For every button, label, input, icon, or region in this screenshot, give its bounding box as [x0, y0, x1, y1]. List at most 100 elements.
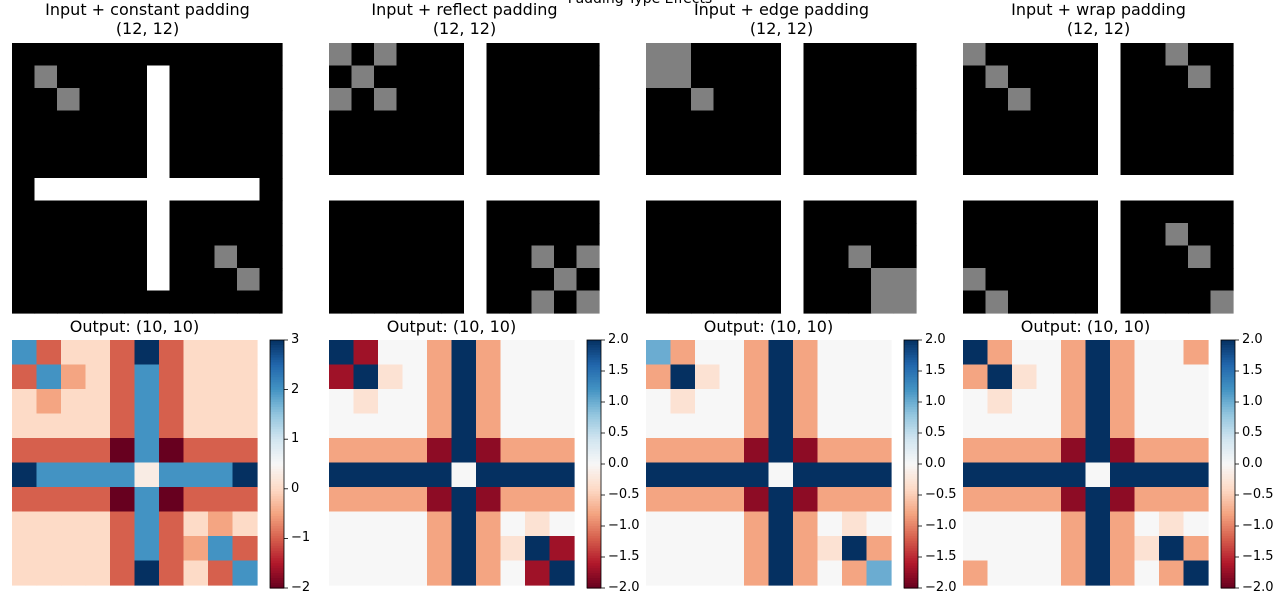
heatmap-cell: [817, 511, 843, 537]
colorbar-segment: [1221, 568, 1235, 572]
colorbar-segment: [587, 367, 601, 371]
colorbar-tick-label: 2: [291, 381, 300, 397]
colorbar-segment: [587, 466, 601, 470]
heatmap-cell: [963, 536, 989, 562]
heatmap-cell: [670, 340, 696, 366]
heatmap-cell: [36, 536, 62, 562]
heatmap-cell: [351, 110, 375, 134]
colorbar-tick-label: −2.0: [1242, 580, 1274, 595]
colorbar-segment: [587, 553, 601, 557]
heatmap-cell: [1030, 88, 1054, 112]
heatmap-cell: [214, 43, 238, 67]
heatmap-cell: [646, 536, 672, 562]
colorbar-segment: [587, 580, 601, 584]
colorbar-segment: [270, 486, 284, 490]
heatmap-cell: [12, 487, 38, 513]
heatmap-cell: [1075, 43, 1099, 67]
heatmap-cell: [85, 340, 111, 366]
colorbar-tick-label: 2.0: [925, 332, 946, 347]
colorbar-segment: [1221, 414, 1235, 418]
colorbar-segment: [587, 344, 601, 349]
heatmap-cell: [85, 389, 111, 415]
heatmap-cell: [192, 223, 216, 247]
heatmap-cell: [147, 110, 171, 134]
colorbar-segment: [904, 431, 918, 435]
heatmap-cell: [713, 65, 737, 89]
heatmap-cell: [987, 462, 1013, 488]
colorbar-segment: [1221, 372, 1235, 376]
heatmap-cell: [1134, 511, 1160, 537]
heatmap-cell: [893, 200, 917, 224]
colorbar-segment: [904, 530, 918, 535]
heatmap-cell: [871, 65, 895, 89]
colorbar-segment: [587, 387, 601, 391]
heatmap-cell: [427, 511, 453, 537]
heatmap-cell: [476, 413, 502, 439]
heatmap-cell: [237, 245, 261, 269]
heatmap-cell: [668, 65, 692, 89]
heatmap-cell: [695, 389, 721, 415]
heatmap-cell: [169, 223, 193, 247]
colorbar-segment: [1221, 342, 1235, 346]
colorbar-segment: [587, 349, 601, 353]
colorbar-segment: [587, 372, 601, 376]
colorbar-segment: [270, 563, 284, 567]
colorbar-segment: [904, 488, 918, 492]
colorbar-tick-label: 3: [291, 332, 300, 347]
colorbar-segment: [270, 429, 284, 433]
colorbar-segment: [270, 434, 284, 438]
heatmap-cell: [1159, 438, 1185, 464]
heatmap-cell: [744, 462, 770, 488]
heatmap-cell: [134, 462, 160, 488]
heatmap-cell: [169, 245, 193, 269]
colorbar-segment: [904, 374, 918, 378]
colorbar-segment: [270, 488, 284, 492]
colorbar-segment: [904, 580, 918, 584]
heatmap-cell: [646, 65, 670, 89]
heatmap-cell: [695, 413, 721, 439]
heatmap-cell: [102, 110, 126, 134]
colorbar-segment: [1221, 434, 1235, 438]
heatmap-cell: [192, 65, 216, 89]
heatmap-cell: [329, 389, 355, 415]
heatmap-cell: [963, 43, 987, 67]
heatmap-cell: [147, 155, 171, 179]
heatmap-cell: [549, 438, 575, 464]
heatmap-cell: [1134, 340, 1160, 366]
heatmap-cell: [351, 43, 375, 67]
colorbar-segment: [1221, 402, 1235, 406]
colorbar-segment: [1221, 421, 1235, 425]
colorbar-segment: [587, 473, 601, 477]
heatmap-cell: [549, 487, 575, 513]
colorbar-segment: [270, 573, 284, 577]
heatmap-cell: [1075, 268, 1099, 292]
colorbar-segment: [587, 431, 601, 435]
colorbar-segment: [904, 548, 918, 552]
colorbar-segment: [904, 449, 918, 453]
heatmap-cell: [441, 43, 465, 67]
heatmap-cell: [500, 560, 526, 586]
colorbar-segment: [904, 575, 918, 579]
colorbar-segment: [904, 372, 918, 376]
heatmap-cell: [1183, 389, 1209, 415]
heatmap-cell: [1120, 155, 1144, 179]
heatmap-cell: [192, 110, 216, 134]
colorbar-segment: [587, 340, 601, 344]
heatmap-cell: [758, 65, 782, 89]
colorbar-segment: [270, 349, 284, 353]
heatmap-cell: [500, 462, 526, 488]
colorbar-segment: [1221, 359, 1235, 363]
heatmap-cell: [486, 43, 510, 67]
heatmap-cell: [12, 223, 36, 247]
heatmap-cell: [259, 178, 283, 202]
colorbar-segment: [904, 451, 918, 455]
colorbar-segment: [1221, 478, 1235, 482]
colorbar-segment: [1221, 483, 1235, 487]
colorbar-segment: [1221, 429, 1235, 433]
colorbar-segment: [904, 461, 918, 465]
heatmap-cell: [192, 268, 216, 292]
colorbar-segment: [1221, 491, 1235, 495]
heatmap-cell: [378, 560, 404, 586]
colorbar-segment: [904, 553, 918, 557]
heatmap-cell: [719, 536, 745, 562]
